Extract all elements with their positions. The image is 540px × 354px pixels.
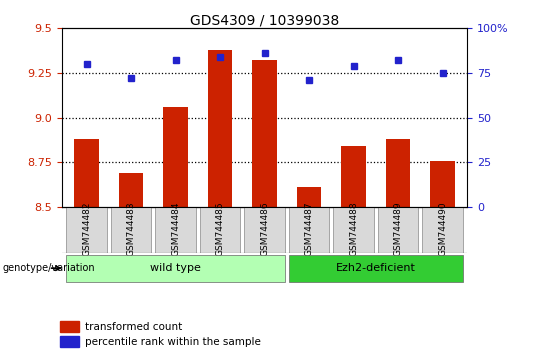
Bar [111, 207, 151, 253]
Bar [386, 139, 410, 207]
Text: GSM744484: GSM744484 [171, 202, 180, 256]
Bar [430, 161, 455, 207]
Text: percentile rank within the sample: percentile rank within the sample [85, 337, 261, 347]
Bar [422, 207, 463, 253]
Text: GSM744487: GSM744487 [305, 202, 314, 257]
Bar [252, 61, 277, 207]
Bar [297, 187, 321, 207]
Bar [289, 207, 329, 253]
Bar [333, 207, 374, 253]
Text: transformed count: transformed count [85, 321, 183, 332]
Text: GSM744482: GSM744482 [82, 202, 91, 256]
Text: Ezh2-deficient: Ezh2-deficient [336, 263, 416, 273]
Bar [244, 207, 285, 253]
Text: GSM744485: GSM744485 [215, 202, 225, 257]
Text: GSM744490: GSM744490 [438, 202, 447, 257]
Bar [66, 255, 285, 282]
Text: genotype/variation: genotype/variation [3, 263, 96, 273]
Bar [200, 207, 240, 253]
Text: GSM744483: GSM744483 [126, 202, 136, 257]
Text: GSM744488: GSM744488 [349, 202, 358, 257]
Bar [289, 255, 463, 282]
Text: GSM744489: GSM744489 [394, 202, 403, 257]
Bar [156, 207, 196, 253]
Bar [341, 146, 366, 207]
Bar [119, 173, 143, 207]
Bar [60, 336, 79, 347]
Text: GSM744486: GSM744486 [260, 202, 269, 257]
Bar [208, 50, 232, 207]
Bar [66, 207, 107, 253]
Bar [60, 321, 79, 332]
Bar [163, 107, 188, 207]
Bar [378, 207, 419, 253]
Text: wild type: wild type [150, 263, 201, 273]
Title: GDS4309 / 10399038: GDS4309 / 10399038 [190, 13, 339, 27]
Bar [75, 139, 99, 207]
